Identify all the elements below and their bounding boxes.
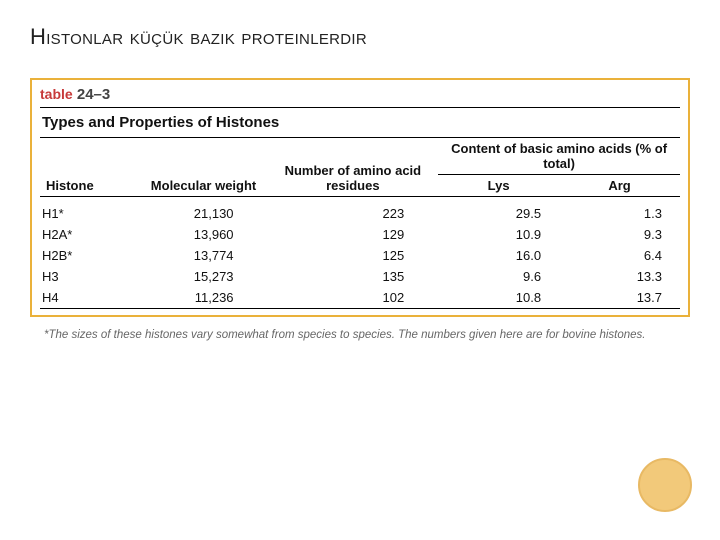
slide-heading: Histonlar küçük bazik proteinlerdir <box>30 24 690 50</box>
cell-name: H1* <box>40 203 140 224</box>
table-row: H2B* 13,774 125 16.0 6.4 <box>40 245 680 266</box>
cell-arg: 1.3 <box>559 203 680 224</box>
cell-name: H2B* <box>40 245 140 266</box>
cell-mw: 13,774 <box>140 245 268 266</box>
cell-residues: 135 <box>268 266 439 287</box>
figure-frame: table 24–3 Types and Properties of Histo… <box>30 78 690 317</box>
table-footnote: *The sizes of these histones vary somewh… <box>30 317 690 343</box>
cell-residues: 129 <box>268 224 439 245</box>
cell-lys: 29.5 <box>438 203 559 224</box>
cell-name: H2A* <box>40 224 140 245</box>
cell-arg: 6.4 <box>559 245 680 266</box>
col-arg: Arg <box>559 175 680 197</box>
cell-mw: 15,273 <box>140 266 268 287</box>
cell-lys: 16.0 <box>438 245 559 266</box>
table-row: H1* 21,130 223 29.5 1.3 <box>40 203 680 224</box>
table-row: H4 11,236 102 10.8 13.7 <box>40 287 680 309</box>
histone-table: Histone Molecular weight Number of amino… <box>40 138 680 309</box>
table-caption: table 24–3 <box>40 86 680 103</box>
cell-mw: 11,236 <box>140 287 268 309</box>
cell-mw: 21,130 <box>140 203 268 224</box>
caption-number: 24–3 <box>77 86 110 103</box>
cell-arg: 13.7 <box>559 287 680 309</box>
cell-mw: 13,960 <box>140 224 268 245</box>
table-row: H3 15,273 135 9.6 13.3 <box>40 266 680 287</box>
cell-lys: 9.6 <box>438 266 559 287</box>
table-row: H2A* 13,960 129 10.9 9.3 <box>40 224 680 245</box>
col-content-span: Content of basic amino acids (% of total… <box>438 138 680 175</box>
cell-name: H4 <box>40 287 140 309</box>
decorative-circle-icon <box>638 458 692 512</box>
cell-name: H3 <box>40 266 140 287</box>
cell-lys: 10.8 <box>438 287 559 309</box>
cell-residues: 125 <box>268 245 439 266</box>
cell-arg: 13.3 <box>559 266 680 287</box>
cell-arg: 9.3 <box>559 224 680 245</box>
col-histone: Histone <box>40 138 140 197</box>
caption-label: table <box>40 86 73 102</box>
col-lys: Lys <box>438 175 559 197</box>
table-title: Types and Properties of Histones <box>40 107 680 138</box>
cell-lys: 10.9 <box>438 224 559 245</box>
cell-residues: 102 <box>268 287 439 309</box>
col-residues: Number of amino acid residues <box>268 138 439 197</box>
col-mw: Molecular weight <box>140 138 268 197</box>
cell-residues: 223 <box>268 203 439 224</box>
